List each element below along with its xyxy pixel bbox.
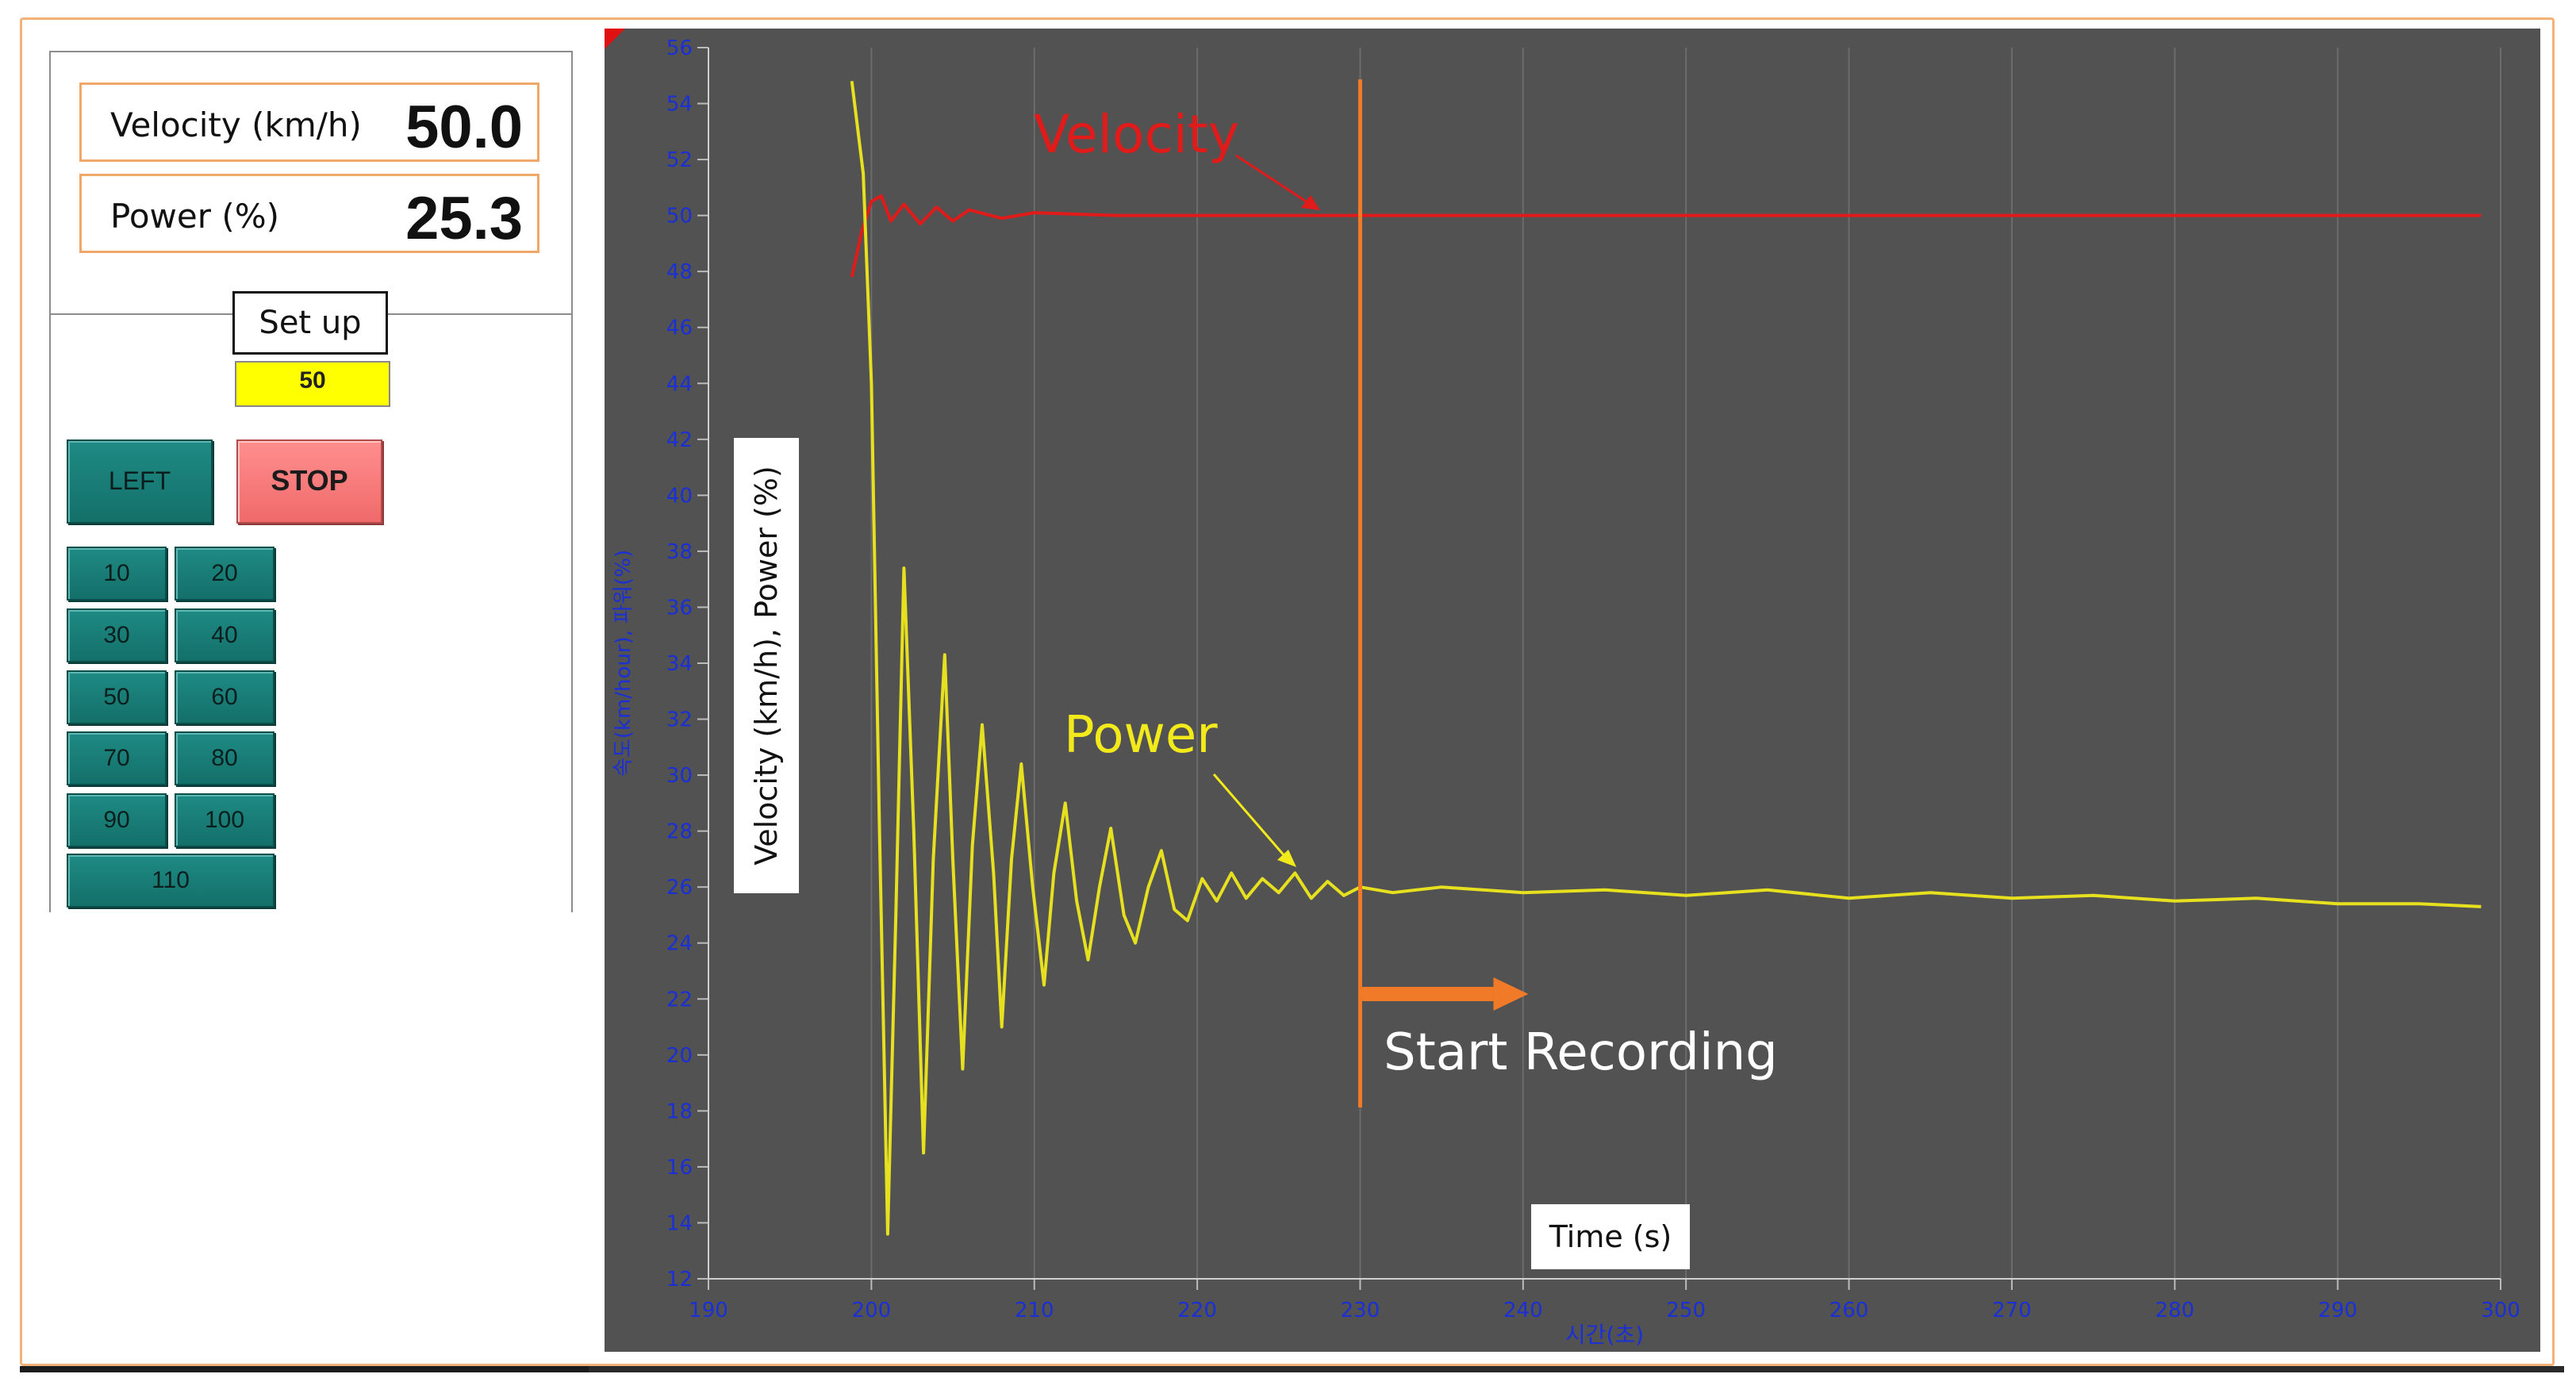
y-tick-label: 12 [666, 1268, 693, 1291]
x-axis-title: 시간(초) [1565, 1322, 1644, 1348]
velocity-line [850, 194, 2482, 278]
x-tick-label: 300 [2481, 1299, 2520, 1322]
x-tick-label: 260 [1829, 1299, 1869, 1322]
velocity-annotation-arrowhead [1301, 195, 1320, 210]
x-tick-label: 230 [1341, 1299, 1380, 1322]
chart-panel [605, 29, 2540, 1352]
power-annotation: Power [1064, 706, 1218, 765]
preset-button-100[interactable]: 100 [175, 793, 274, 847]
y-axis-title: 속도(km/hour), 파워(%) [612, 550, 635, 777]
velocity-annotation: Velocity [1034, 104, 1239, 165]
start-recording-label: Start Recording [1384, 1023, 1778, 1082]
preset-button-20[interactable]: 20 [175, 547, 274, 601]
power-line [850, 81, 2482, 1236]
power-readout-value: 25.3 [405, 185, 523, 252]
x-tick-label: 190 [689, 1299, 728, 1322]
x-tick-label: 210 [1015, 1299, 1054, 1322]
y-tick-label: 22 [666, 988, 693, 1011]
stop-button[interactable]: STOP [236, 439, 382, 524]
preset-button-70[interactable]: 70 [67, 731, 167, 785]
velocity-readout-value: 50.0 [405, 94, 523, 161]
y-tick-label: 18 [666, 1100, 693, 1123]
preset-button-110[interactable]: 110 [67, 854, 274, 908]
x-axis-overlay-label: Time (s) [1531, 1204, 1690, 1269]
control-panel [49, 51, 573, 912]
y-tick-label: 56 [666, 36, 693, 60]
y-tick-label: 44 [666, 372, 693, 396]
preset-button-90[interactable]: 90 [67, 793, 167, 847]
y-tick-label: 46 [666, 317, 693, 340]
y-tick-label: 40 [666, 484, 693, 508]
x-tick-label: 240 [1503, 1299, 1543, 1322]
velocity-readout: Velocity (km/h) 50.0 [79, 83, 539, 162]
preset-button-40[interactable]: 40 [175, 608, 274, 662]
y-tick-label: 34 [666, 652, 693, 676]
recording-arrow-shaft [1360, 987, 1494, 1001]
y-tick-label: 38 [666, 540, 693, 564]
y-tick-label: 20 [666, 1044, 693, 1068]
y-tick-label: 16 [666, 1156, 693, 1180]
power-readout: Power (%) 25.3 [79, 174, 539, 253]
setup-value-field[interactable]: 50 [235, 361, 390, 407]
y-tick-label: 28 [666, 820, 693, 844]
y-tick-label: 26 [666, 876, 693, 900]
preset-button-10[interactable]: 10 [67, 547, 167, 601]
x-tick-label: 250 [1666, 1299, 1706, 1322]
velocity-readout-label: Velocity (km/h) [110, 106, 362, 144]
x-tick-label: 290 [2318, 1299, 2358, 1322]
x-tick-label: 220 [1177, 1299, 1217, 1322]
preset-button-60[interactable]: 60 [175, 670, 274, 724]
preset-button-30[interactable]: 30 [67, 608, 167, 662]
x-tick-label: 200 [852, 1299, 892, 1322]
y-tick-label: 14 [666, 1211, 693, 1235]
y-tick-label: 32 [666, 708, 693, 732]
left-button[interactable]: LEFT [67, 439, 213, 524]
preset-button-80[interactable]: 80 [175, 731, 274, 785]
setup-label: Set up [232, 291, 388, 355]
power-readout-label: Power (%) [110, 197, 280, 236]
velocity-annotation-arrow [1235, 154, 1308, 204]
y-tick-label: 48 [666, 260, 693, 284]
power-annotation-arrow [1212, 773, 1287, 858]
y-tick-label: 50 [666, 205, 693, 228]
power-annotation-arrowhead [1277, 850, 1296, 867]
y-tick-label: 54 [666, 93, 693, 117]
y-tick-label: 36 [666, 596, 693, 620]
window-frame [20, 17, 2555, 1366]
y-tick-label: 52 [666, 148, 693, 172]
x-tick-label: 270 [1992, 1299, 2032, 1322]
y-axis-overlay-box: Velocity (km/h), Power (%) [734, 438, 799, 893]
chart-corner-marker [605, 29, 625, 49]
x-tick-label: 280 [2155, 1299, 2194, 1322]
y-tick-label: 42 [666, 428, 693, 452]
y-tick-label: 24 [666, 932, 693, 956]
preset-button-50[interactable]: 50 [67, 670, 167, 724]
window-bottom-edge-right [589, 1366, 2564, 1372]
y-tick-label: 30 [666, 764, 693, 788]
y-axis-overlay-label: Velocity (km/h), Power (%) [749, 466, 784, 865]
recording-arrow-head [1493, 977, 1529, 1011]
